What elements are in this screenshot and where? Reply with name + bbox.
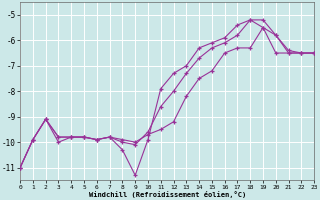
X-axis label: Windchill (Refroidissement éolien,°C): Windchill (Refroidissement éolien,°C) bbox=[89, 191, 246, 198]
